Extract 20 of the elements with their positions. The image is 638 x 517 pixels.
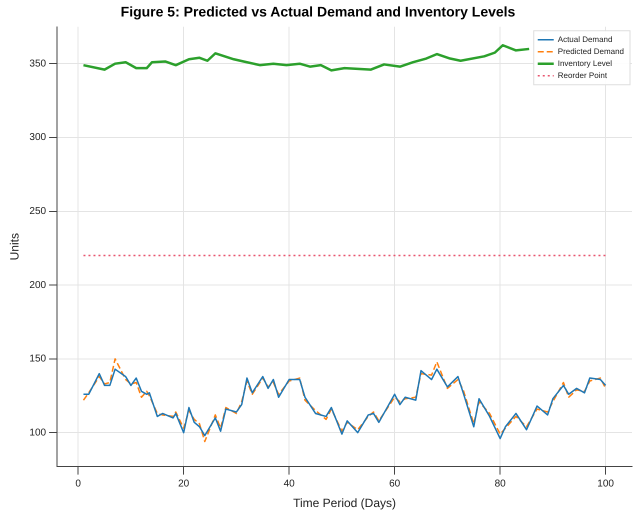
y-tick-label: 200 — [29, 280, 47, 291]
x-tick-label: 0 — [75, 478, 82, 490]
line-series — [82, 358, 606, 442]
y-tick-label: 100 — [29, 427, 47, 438]
y-axis-title: Units — [8, 233, 22, 260]
y-tick-label: 150 — [29, 354, 47, 365]
x-tick-label: 80 — [494, 478, 506, 490]
legend-label: Predicted Demand — [558, 47, 624, 56]
y-tick-label: 300 — [29, 132, 47, 144]
x-tick-label: 40 — [284, 478, 296, 490]
x-tick-label: 100 — [597, 478, 614, 490]
legend-label: Reorder Point — [558, 71, 608, 80]
x-tick-label: 60 — [389, 478, 401, 490]
x-axis-title: Time Period (Days) — [293, 496, 396, 510]
x-tick-label: 20 — [178, 478, 190, 490]
legend-label: Actual Demand — [558, 35, 612, 44]
legend-label: Inventory Level — [558, 59, 612, 68]
chart-title: Figure 5: Predicted vs Actual Demand and Inventory Levels — [120, 3, 516, 20]
y-tick-label: 350 — [29, 58, 47, 70]
y-tick-label: 250 — [29, 206, 47, 218]
